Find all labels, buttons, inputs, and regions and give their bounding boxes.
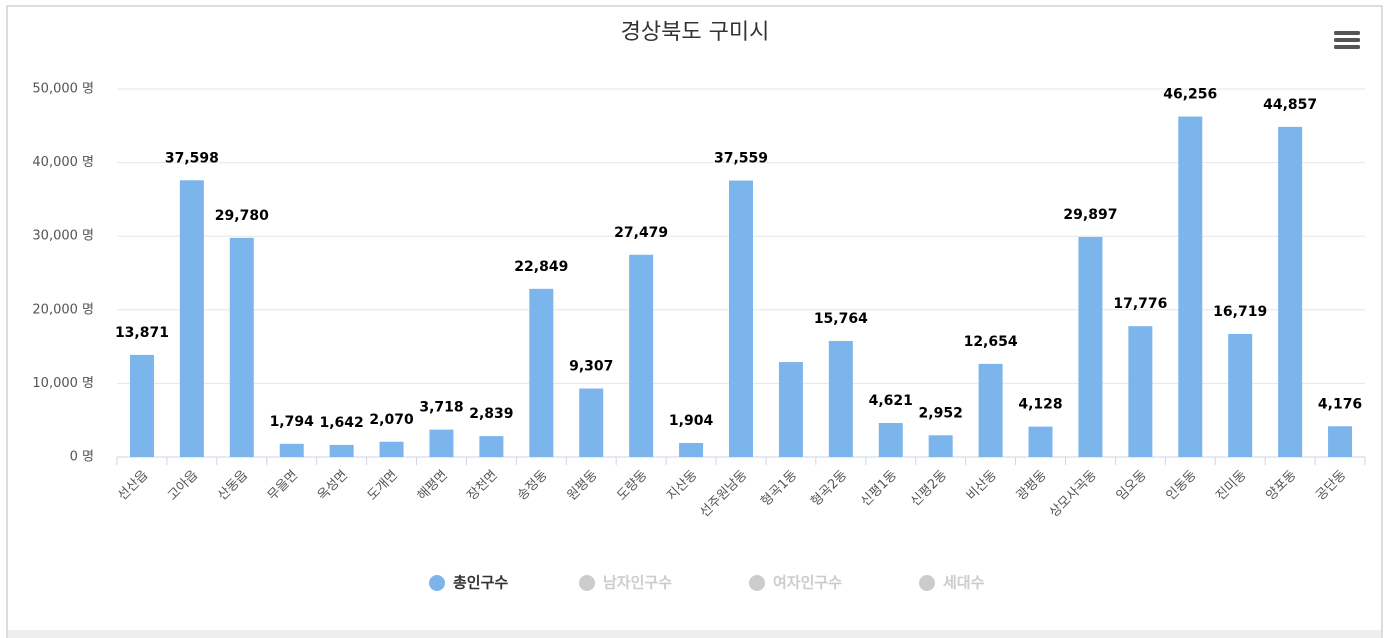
bar [1328, 426, 1353, 457]
data-label: 1,642 [319, 415, 363, 431]
legend-marker [749, 575, 765, 591]
bar [129, 354, 154, 457]
data-label: 4,621 [869, 393, 913, 409]
data-label: 4,176 [1318, 396, 1362, 412]
data-label: 15,764 [814, 311, 868, 327]
footer-strip [8, 630, 1381, 638]
data-label: 3,718 [419, 400, 463, 416]
data-label: 46,256 [1163, 87, 1217, 103]
data-label: 44,857 [1263, 97, 1317, 113]
legend-label: 여자인구수 [773, 574, 842, 592]
y-tick-label: 50,000 명 [32, 82, 94, 97]
bar [878, 422, 903, 457]
data-label: 17,776 [1113, 296, 1167, 312]
bar [778, 362, 803, 457]
data-label: 2,952 [919, 405, 963, 421]
bar [1178, 116, 1203, 457]
bar [679, 442, 704, 457]
bar [828, 340, 853, 457]
data-label: 2,839 [469, 406, 513, 422]
bar [1028, 426, 1053, 457]
data-label: 1,904 [669, 413, 714, 429]
bar [729, 180, 753, 457]
y-tick-label: 20,000 명 [32, 302, 94, 317]
bar [579, 388, 604, 457]
bar [978, 363, 1003, 457]
data-label: 1,794 [270, 414, 315, 430]
y-tick-label: 40,000 명 [32, 155, 94, 170]
legend-label: 세대수 [943, 574, 985, 592]
bar [928, 435, 953, 457]
data-label: 9,307 [569, 359, 613, 375]
data-label: 37,598 [165, 150, 219, 166]
data-label: 2,070 [369, 412, 414, 428]
bar [229, 237, 254, 457]
legend-marker [429, 575, 445, 591]
bar [329, 444, 354, 457]
bar [1278, 126, 1303, 457]
data-label: 16,719 [1213, 304, 1267, 320]
legend-label: 남자인구수 [603, 574, 672, 592]
data-label: 4,128 [1018, 397, 1062, 413]
y-tick-label: 0 명 [70, 450, 94, 465]
menu-button[interactable] [1334, 31, 1360, 49]
data-label: 27,479 [614, 225, 668, 241]
legend-marker [579, 575, 595, 591]
bar [1128, 326, 1153, 457]
data-label: 37,559 [714, 151, 768, 167]
bar [379, 441, 404, 457]
bar [479, 436, 504, 457]
chart-title: 경상북도 구미시 [621, 20, 770, 45]
bar [1228, 333, 1253, 457]
bar [429, 429, 454, 457]
y-tick-label: 30,000 명 [32, 229, 94, 244]
bar [179, 180, 204, 457]
y-tick-label: 10,000 명 [32, 376, 94, 391]
legend-label: 총인구수 [453, 574, 508, 592]
data-label: 13,871 [115, 325, 169, 341]
legend-item[interactable]: 남자인구수 [579, 574, 672, 592]
frame [6, 5, 1383, 638]
bar [629, 254, 654, 457]
data-label: 12,654 [964, 334, 1018, 350]
bar [529, 288, 554, 457]
data-label: 22,849 [514, 259, 568, 275]
legend-item[interactable]: 세대수 [919, 574, 985, 592]
data-label: 29,897 [1063, 207, 1117, 223]
legend-item[interactable]: 총인구수 [429, 574, 508, 592]
bar [279, 443, 304, 457]
data-label: 29,780 [215, 208, 269, 224]
legend-item[interactable]: 여자인구수 [749, 574, 842, 592]
legend-marker [919, 575, 935, 591]
bar [1078, 236, 1103, 457]
